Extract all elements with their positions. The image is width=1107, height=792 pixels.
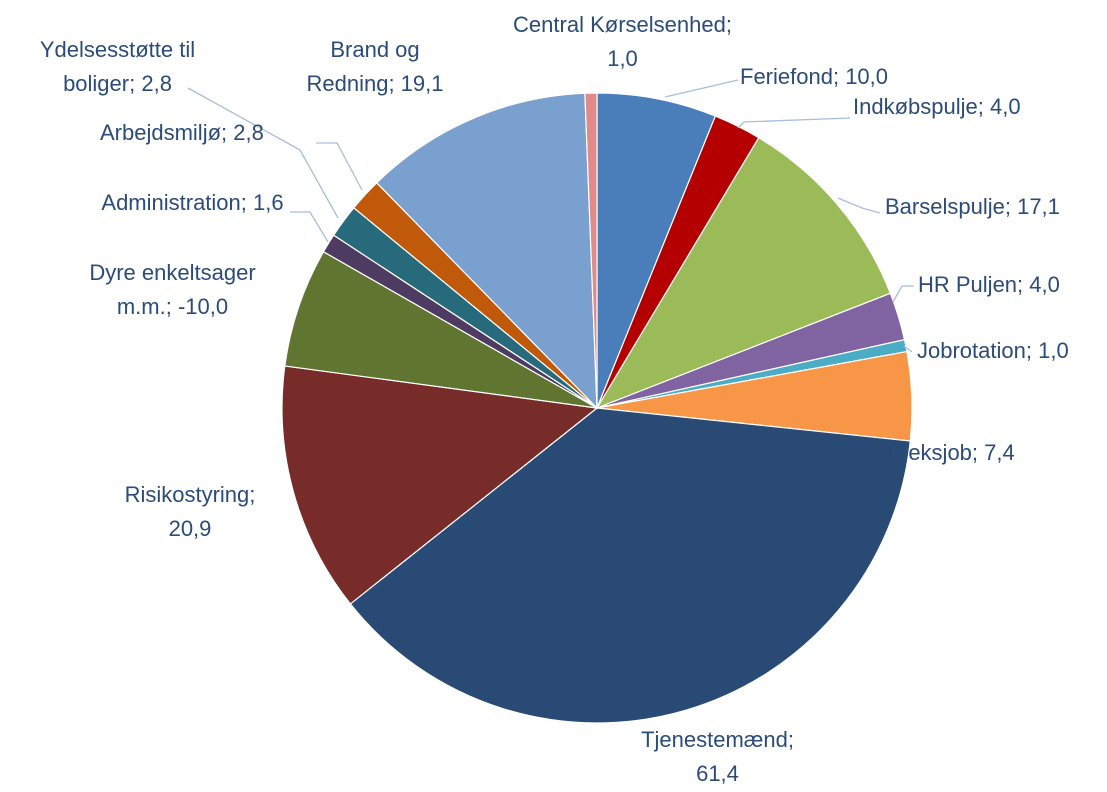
data-label: Indkøbspulje; 4,0 — [853, 90, 1093, 124]
label-separator: ; — [1004, 194, 1018, 219]
data-label: Brand og Redning; 19,1 — [285, 33, 465, 101]
label-category: Barselspulje — [885, 194, 1005, 219]
data-label: Tjenestemænd; 61,4 — [635, 723, 800, 791]
label-category: Ydelsesstøtte til boliger — [39, 37, 196, 96]
label-value: 19,1 — [400, 71, 444, 96]
label-separator: ; — [165, 294, 178, 319]
label-category: Tjenestemænd — [641, 727, 788, 752]
label-value: 10,0 — [845, 64, 889, 89]
label-value: 2,8 — [233, 120, 264, 145]
label-separator: ; — [977, 94, 990, 119]
label-category: Indkøbspulje — [853, 94, 978, 119]
label-value: 4,0 — [989, 94, 1021, 119]
label-separator: ; — [221, 120, 234, 145]
data-label: Jobrotation; 1,0 — [917, 334, 1107, 368]
leader-line — [187, 87, 339, 219]
slices — [281, 92, 913, 724]
data-label: Administration; 1,6 — [95, 186, 290, 220]
data-label: Arbejdsmiljø; 2,8 — [100, 116, 310, 150]
label-separator: ; — [832, 64, 846, 89]
label-value: 4,0 — [1029, 272, 1060, 297]
label-value: 7,4 — [984, 440, 1015, 465]
leader-line — [837, 197, 881, 214]
leader-line — [903, 345, 913, 353]
label-category: Risikostyring — [124, 482, 250, 507]
data-label: Ydelsesstøtte til boliger; 2,8 — [10, 33, 225, 101]
leader-line — [892, 285, 914, 303]
leader-line — [664, 79, 739, 98]
label-separator: ; — [1025, 338, 1039, 363]
data-label: Risikostyring; 20,9 — [105, 478, 275, 546]
pie-slice — [284, 250, 598, 409]
label-category: Arbejdsmiljø — [100, 120, 222, 145]
pie-slice — [375, 92, 598, 410]
label-category: HR Puljen — [918, 272, 1018, 297]
label-separator: ; — [1017, 272, 1030, 297]
data-label: Barselspulje; 17,1 — [885, 190, 1105, 224]
label-value: 1,0 — [1038, 338, 1069, 363]
label-separator: ; — [725, 12, 732, 37]
data-label: Central Kørselsenhed; 1,0 — [510, 8, 735, 76]
data-label: HR Puljen; 4,0 — [918, 268, 1107, 302]
pie-slice — [349, 407, 911, 724]
label-separator: ; — [129, 71, 142, 96]
pie-slice — [281, 365, 599, 605]
label-separator: ; — [971, 440, 985, 465]
label-category: Central Kørselsenhed — [513, 12, 726, 37]
label-separator: ; — [240, 190, 254, 215]
label-category: Feriefond — [740, 64, 833, 89]
data-label: Fleksjob; 7,4 — [890, 436, 1090, 470]
label-category: Dyre enkeltsager m.m. — [89, 260, 256, 319]
label-value: 1,6 — [253, 190, 284, 215]
label-value: 1,0 — [607, 46, 638, 71]
label-category: Jobrotation — [917, 338, 1026, 363]
label-category: Administration — [101, 190, 241, 215]
pie-slice — [596, 92, 717, 409]
label-separator: ; — [249, 482, 256, 507]
label-value: -10,0 — [177, 294, 229, 319]
label-value: 20,9 — [168, 516, 212, 541]
label-category: Fleksjob — [890, 440, 972, 465]
label-value: 61,4 — [696, 761, 739, 786]
label-value: 17,1 — [1017, 194, 1060, 219]
label-category: Brand og Redning — [306, 37, 420, 96]
leader-line — [316, 142, 363, 191]
pie-slice — [584, 92, 598, 409]
label-separator: ; — [787, 727, 794, 752]
data-label: Feriefond; 10,0 — [740, 60, 1000, 94]
label-value: 2,8 — [141, 71, 172, 96]
leader-line — [737, 117, 851, 129]
leader-line — [290, 211, 329, 243]
label-separator: ; — [388, 71, 401, 96]
pie-slice — [595, 136, 892, 410]
data-label: Dyre enkeltsager m.m.; -10,0 — [70, 256, 275, 324]
